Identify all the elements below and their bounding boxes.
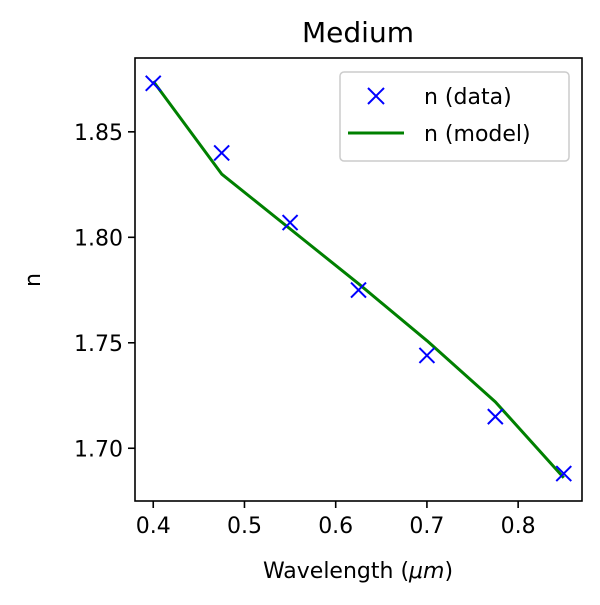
y-ticks: 1.70 1.75 1.80 1.85 (74, 121, 135, 462)
data-point-x-marker (487, 408, 504, 425)
y-tick-label: 1.85 (74, 121, 123, 146)
data-point-x-marker (350, 281, 367, 299)
legend-marker-x (367, 87, 385, 105)
y-axis-label: n (21, 273, 46, 287)
axes-frame (134, 57, 583, 502)
x-tick-label: 0.5 (227, 514, 262, 539)
plot-area: 0.4 0.5 0.6 0.7 0.8 1.70 1.75 1.80 1.85 (74, 57, 583, 539)
legend-entry-model: n (model) (348, 122, 531, 147)
x-axis-label: Wavelength (μm) (263, 559, 453, 584)
y-tick-label: 1.70 (74, 437, 123, 462)
data-point-x-marker (418, 347, 436, 364)
chart-title: Medium (302, 16, 414, 49)
data-point-x-marker (555, 465, 572, 482)
y-tick-label: 1.80 (74, 226, 123, 251)
data-point-x-marker (281, 214, 299, 231)
legend-label-model: n (model) (424, 122, 531, 147)
legend-label-data: n (data) (424, 85, 512, 110)
x-tick-label: 0.4 (136, 514, 171, 539)
x-tick-label: 0.6 (318, 514, 353, 539)
data-point-x-marker (145, 75, 162, 92)
legend-entry-data: n (data) (367, 85, 512, 110)
series-layer (145, 75, 572, 482)
y-tick-label: 1.75 (74, 332, 123, 357)
data-point-x-marker (213, 144, 230, 162)
model-line (152, 80, 565, 479)
x-tick-label: 0.8 (501, 514, 536, 539)
x-tick-label: 0.7 (409, 514, 444, 539)
x-ticks: 0.4 0.5 0.6 0.7 0.8 (136, 501, 536, 539)
legend-box (339, 71, 570, 162)
legend: n (data) n (model) (339, 71, 570, 162)
